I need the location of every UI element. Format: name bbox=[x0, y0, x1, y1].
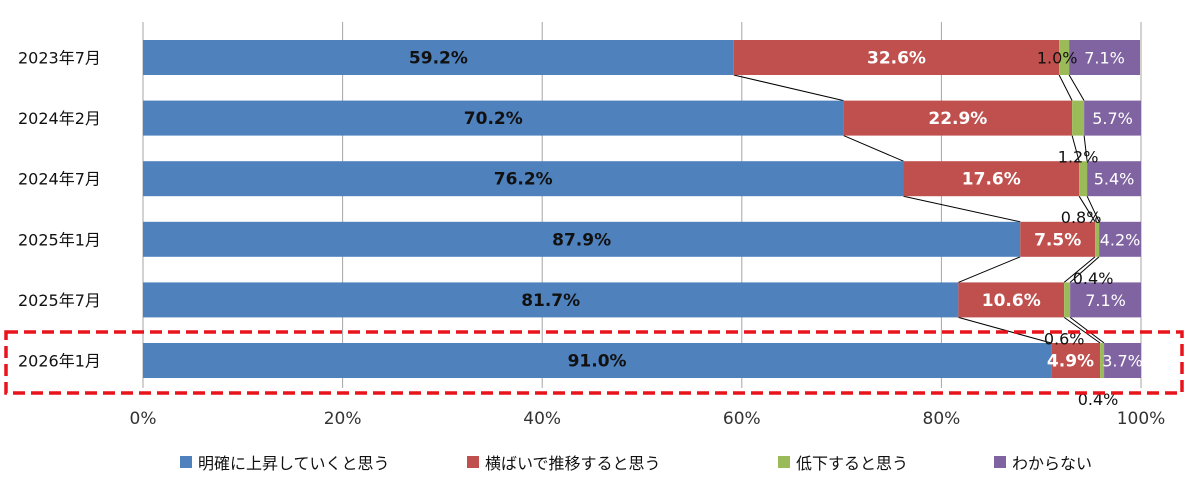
bar-segment bbox=[958, 282, 1065, 318]
bar-segment bbox=[1072, 100, 1085, 136]
bar-segment bbox=[1084, 100, 1141, 136]
bar-segment bbox=[1095, 221, 1100, 257]
legend-item: 低下すると思う bbox=[778, 450, 908, 474]
x-tick-label: 100% bbox=[1117, 409, 1166, 429]
category-label: 2024年7月 bbox=[18, 170, 101, 189]
bar-segment bbox=[143, 282, 959, 318]
category-label: 2025年1月 bbox=[18, 230, 101, 249]
x-tick-label: 60% bbox=[723, 409, 761, 429]
bar-segment bbox=[903, 161, 1080, 197]
highlight-box bbox=[4, 330, 1184, 395]
x-tick-labels: 0% 20% 40% 60% 80% 100% bbox=[130, 409, 1166, 429]
bar-segment bbox=[843, 100, 1073, 136]
data-label: 59.2% bbox=[409, 49, 468, 69]
data-label: 3.7% bbox=[1102, 352, 1143, 371]
series-line bbox=[958, 256, 1021, 283]
legend-item: 明確に上昇していくと思う bbox=[180, 450, 390, 474]
x-tick-label: 40% bbox=[523, 409, 561, 429]
bar-segment bbox=[1051, 343, 1101, 378]
bar-segment bbox=[1064, 282, 1071, 318]
bar-segment bbox=[143, 100, 844, 136]
data-label: 1.0% bbox=[1037, 49, 1078, 68]
data-label: 4.9% bbox=[1047, 352, 1094, 372]
legend-label: わからない bbox=[1012, 454, 1093, 473]
series-connector-lines bbox=[733, 74, 1105, 344]
x-tick-label: 20% bbox=[324, 409, 362, 429]
legend-label: 明確に上昇していくと思う bbox=[198, 454, 390, 473]
legend-label: 低下すると思う bbox=[796, 454, 909, 473]
legend-swatch bbox=[180, 456, 192, 468]
data-label: 17.6% bbox=[962, 170, 1021, 190]
series-line bbox=[1086, 195, 1100, 223]
bar-segment bbox=[143, 161, 904, 197]
bar-segment bbox=[1059, 40, 1070, 75]
data-label: 0.6% bbox=[1044, 329, 1085, 348]
series-line bbox=[733, 74, 844, 102]
data-label: 5.7% bbox=[1092, 109, 1133, 128]
data-label: 0.8% bbox=[1061, 208, 1102, 227]
bar-segment bbox=[1099, 221, 1141, 257]
series-line bbox=[1069, 317, 1105, 344]
data-label: 87.9% bbox=[552, 230, 611, 250]
series-line bbox=[1063, 316, 1101, 344]
bar-segment bbox=[143, 40, 734, 75]
series-line bbox=[1071, 135, 1080, 162]
bars bbox=[143, 40, 1141, 378]
legend: 明確に上昇していくと思う 横ばいで推移すると思う 低下すると思う わからない bbox=[0, 446, 1200, 476]
series-line bbox=[843, 135, 904, 162]
bar-segment bbox=[1087, 161, 1141, 197]
bar-segment bbox=[1020, 221, 1096, 257]
series-line bbox=[1083, 135, 1088, 162]
series-line bbox=[1069, 256, 1100, 283]
data-label: 70.2% bbox=[464, 109, 523, 129]
data-label: 32.6% bbox=[867, 49, 926, 69]
category-label: 2026年1月 bbox=[18, 352, 101, 371]
legend-swatch bbox=[467, 456, 479, 468]
x-tick-label: 0% bbox=[130, 409, 157, 429]
legend-swatch bbox=[778, 456, 790, 468]
series-line bbox=[903, 195, 1021, 223]
data-label: 1.2% bbox=[1058, 148, 1099, 167]
data-label: 0.4% bbox=[1078, 390, 1119, 409]
category-label: 2024年2月 bbox=[18, 109, 101, 128]
category-labels: 2023年7月 2024年2月 2024年7月 2025年1月 2025年7月 2026年… bbox=[18, 49, 101, 371]
legend-item: わからない bbox=[994, 450, 1092, 474]
data-label: 5.4% bbox=[1094, 170, 1135, 189]
data-label: 7.5% bbox=[1034, 230, 1081, 250]
data-labels: 59.2% 32.6% 1.0% 7.1% 70.2% 22.9% 1.2% 5.7% 76.2… bbox=[409, 49, 1143, 410]
bar-segment bbox=[1069, 40, 1141, 75]
data-label: 81.7% bbox=[521, 291, 580, 311]
data-label: 4.2% bbox=[1100, 230, 1141, 249]
data-label: 7.1% bbox=[1084, 49, 1125, 68]
bar-segment bbox=[1100, 343, 1105, 378]
bar-segment bbox=[1104, 343, 1141, 378]
bar-segment bbox=[1079, 161, 1088, 197]
series-line bbox=[1078, 195, 1096, 223]
bar-segment bbox=[143, 343, 1052, 378]
series-line bbox=[1063, 256, 1096, 283]
data-label: 22.9% bbox=[928, 109, 987, 129]
data-label: 7.1% bbox=[1085, 291, 1126, 310]
highlight-rect bbox=[4, 330, 1184, 395]
legend-swatch bbox=[994, 456, 1006, 468]
series-line bbox=[1058, 74, 1073, 101]
data-label: 10.6% bbox=[982, 291, 1041, 311]
series-line bbox=[1068, 74, 1085, 101]
legend-item: 横ばいで推移すると思う bbox=[467, 450, 661, 474]
data-label: 76.2% bbox=[494, 170, 553, 190]
x-tick-label: 80% bbox=[923, 409, 961, 429]
stacked-bar-chart: 59.2% 32.6% 1.0% 7.1% 70.2% 22.9% 1.2% 5.7% 76.2… bbox=[4, 22, 1184, 429]
bar-segment bbox=[733, 40, 1060, 75]
bar-segment bbox=[143, 221, 1021, 257]
data-label: 91.0% bbox=[568, 352, 627, 372]
series-line bbox=[958, 316, 1052, 344]
bar-segment bbox=[1070, 282, 1141, 318]
category-label: 2025年7月 bbox=[18, 291, 101, 310]
legend-label: 横ばいで推移すると思う bbox=[485, 454, 661, 473]
data-label: 0.4% bbox=[1073, 269, 1114, 288]
category-label: 2023年7月 bbox=[18, 49, 101, 68]
